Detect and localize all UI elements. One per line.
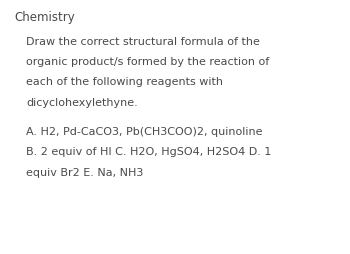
Text: each of the following reagents with: each of the following reagents with — [26, 77, 223, 87]
Text: organic product/s formed by the reaction of: organic product/s formed by the reaction… — [26, 57, 270, 67]
Text: Chemistry: Chemistry — [14, 11, 75, 24]
Text: dicyclohexylethyne.: dicyclohexylethyne. — [26, 98, 138, 108]
Text: B. 2 equiv of HI C. H2O, HgSO4, H2SO4 D. 1: B. 2 equiv of HI C. H2O, HgSO4, H2SO4 D.… — [26, 147, 272, 157]
Text: equiv Br2 E. Na, NH3: equiv Br2 E. Na, NH3 — [26, 168, 144, 178]
Text: A. H2, Pd-CaCO3, Pb(CH3COO)2, quinoline: A. H2, Pd-CaCO3, Pb(CH3COO)2, quinoline — [26, 127, 263, 137]
Text: Draw the correct structural formula of the: Draw the correct structural formula of t… — [26, 37, 260, 47]
